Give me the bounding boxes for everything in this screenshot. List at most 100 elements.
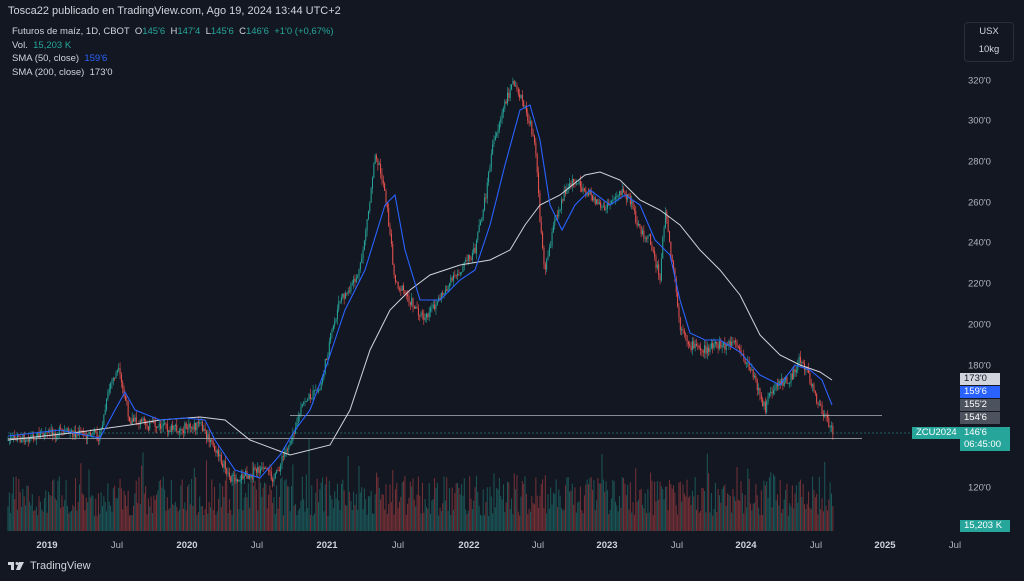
candle-body — [459, 272, 461, 275]
candle-body — [513, 80, 515, 87]
x-tick-label: Jul — [670, 540, 684, 551]
candle-body — [22, 433, 24, 441]
candle-body — [83, 432, 85, 434]
volume-bar — [52, 480, 54, 531]
candle-body — [39, 432, 41, 439]
volume-bar — [561, 508, 562, 531]
candle-body — [295, 427, 297, 434]
volume-bar — [556, 507, 558, 531]
volume-bar — [605, 481, 607, 531]
volume-bar — [291, 486, 292, 531]
candle-body — [669, 231, 670, 242]
candle-body — [831, 426, 832, 427]
candle-body — [127, 401, 129, 417]
candle-body — [682, 329, 684, 331]
candle-body — [818, 404, 820, 406]
volume-bar — [65, 480, 67, 531]
unit-selector[interactable]: USX 10kg — [964, 22, 1014, 62]
candle-body — [813, 384, 815, 391]
candle-body — [216, 450, 218, 453]
volume-bar — [785, 490, 787, 531]
candle-body — [455, 275, 457, 276]
candle-body — [617, 195, 619, 197]
candle-body — [309, 394, 311, 399]
volume-bar — [345, 504, 346, 531]
volume-bar — [334, 491, 336, 531]
price-tag-1: 155'2 — [960, 399, 1000, 411]
volume-bar — [204, 508, 206, 531]
candle-body — [129, 416, 130, 422]
tradingview-logo-icon — [8, 562, 24, 570]
volume-bar — [588, 484, 589, 531]
volume-bar — [461, 483, 463, 531]
candle-body — [561, 199, 562, 210]
candle-body — [636, 222, 638, 226]
volume-bar — [308, 439, 310, 531]
volume-bar — [621, 477, 623, 531]
candle-body — [201, 422, 203, 431]
volume-bar — [323, 511, 325, 531]
candle-body — [615, 197, 616, 200]
volume-bar — [428, 483, 430, 531]
candle-body — [473, 247, 475, 253]
volume-bar — [615, 501, 616, 531]
candle-body — [737, 346, 739, 348]
candle-body — [705, 345, 707, 354]
volume-bar — [424, 499, 426, 531]
candle-body — [511, 84, 513, 90]
x-tick-label: 2022 — [458, 540, 480, 551]
volume-bar — [81, 493, 83, 531]
volume-bar — [685, 496, 687, 531]
volume-bar — [675, 505, 677, 531]
volume-bar — [635, 468, 637, 531]
volume-bar — [173, 505, 175, 531]
candle-body — [431, 307, 433, 309]
candle-body — [327, 354, 329, 361]
volume-bar — [238, 509, 240, 531]
volume-bar — [741, 493, 743, 531]
candle-body — [777, 384, 778, 387]
candle-body — [790, 373, 792, 383]
volume-bar — [235, 477, 237, 531]
volume-bar — [625, 495, 627, 531]
candle-body — [318, 390, 319, 392]
volume-bar — [763, 480, 765, 531]
legend-sma200-row[interactable]: SMA (200, close) 173'0 — [12, 66, 334, 80]
volume-bar — [230, 509, 232, 531]
volume-bar — [671, 488, 673, 531]
volume-bar — [193, 467, 195, 531]
candle-body — [158, 423, 160, 427]
legend-volume-row[interactable]: Vol. 15,203 K — [12, 39, 334, 53]
candle-body — [817, 402, 819, 405]
candle-body — [247, 475, 249, 479]
candle-body — [789, 382, 791, 384]
volume-bars — [7, 439, 834, 531]
candle-body — [677, 292, 679, 307]
candle-body — [173, 425, 175, 430]
candle-body — [174, 424, 176, 426]
candle-body — [436, 301, 438, 305]
volume-bar — [107, 483, 109, 531]
candle-body — [481, 218, 483, 222]
candle-body — [763, 401, 765, 407]
volume-bar — [700, 510, 702, 531]
candle-body — [793, 369, 795, 380]
volume-bar — [130, 515, 132, 531]
volume-bar — [89, 497, 91, 531]
candle-body — [111, 380, 113, 384]
candle-body — [257, 466, 259, 473]
volume-bar — [492, 513, 494, 531]
volume-bar — [143, 493, 145, 531]
candle-body — [655, 256, 657, 268]
volume-bar — [679, 481, 681, 531]
candle-body — [565, 189, 567, 194]
legend-symbol[interactable]: Futuros de maíz, 1D, CBOT — [12, 26, 130, 37]
candle-body — [212, 441, 214, 447]
candle-body — [716, 341, 718, 345]
candle-body — [81, 431, 83, 433]
legend-sma50-row[interactable]: SMA (50, close) 159'6 — [12, 52, 334, 66]
volume-bar — [300, 500, 302, 531]
candle-body — [802, 361, 804, 364]
volume-bar — [354, 505, 356, 531]
